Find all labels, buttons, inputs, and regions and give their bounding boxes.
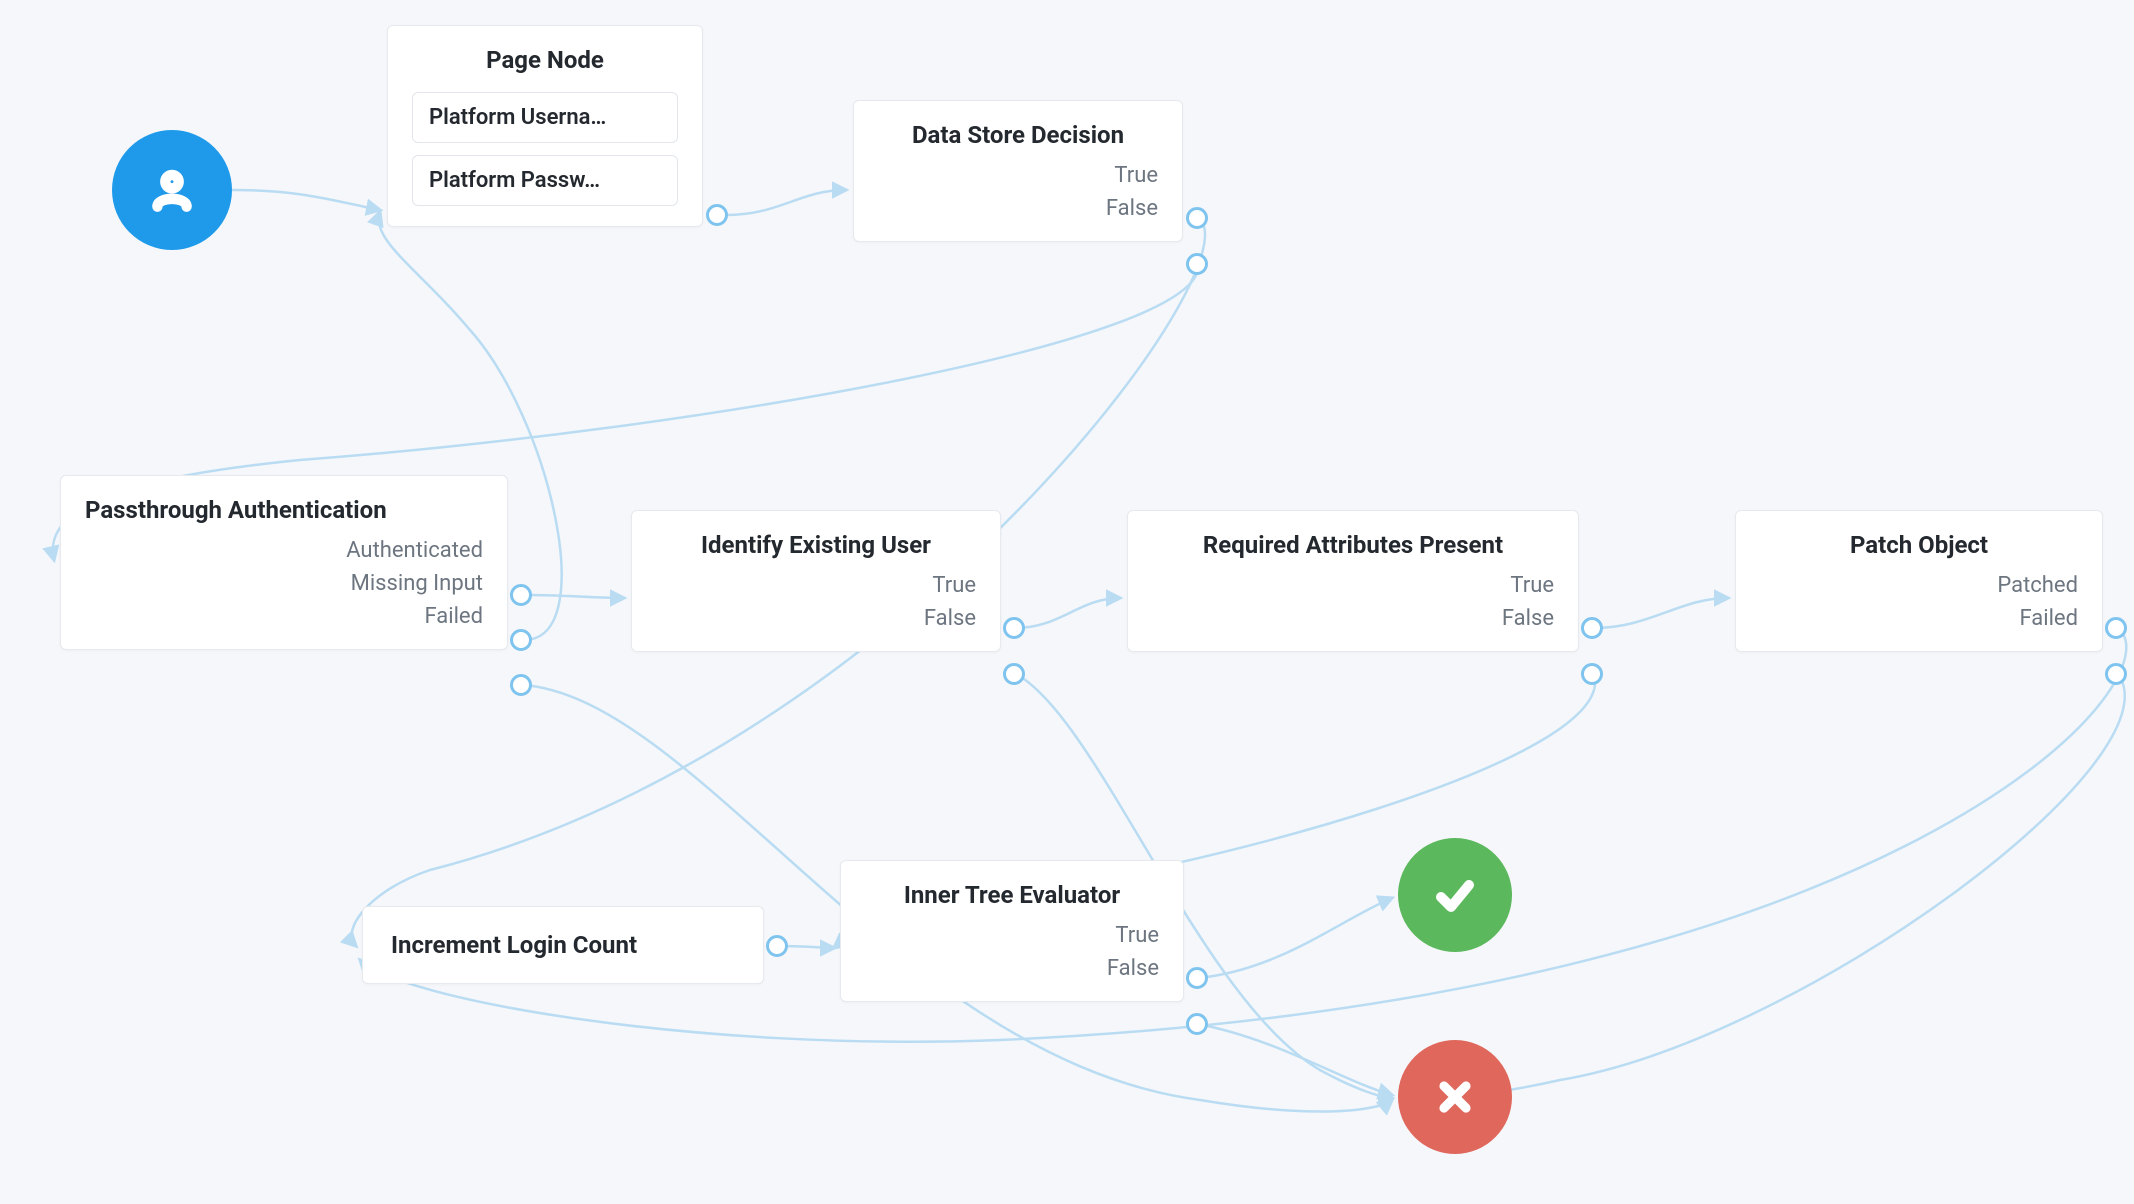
node-inner[interactable]: Inner Tree Evaluator True False bbox=[840, 860, 1184, 1002]
output-true: True bbox=[1115, 923, 1159, 948]
node-increment[interactable]: Increment Login Count bbox=[362, 906, 764, 984]
port-out[interactable] bbox=[510, 674, 532, 696]
node-title: Patch Object bbox=[1760, 531, 2078, 559]
start-node[interactable] bbox=[112, 130, 232, 250]
output-false: False bbox=[1502, 606, 1554, 631]
output-authenticated: Authenticated bbox=[346, 538, 483, 563]
node-page[interactable]: Page Node Platform Userna… Platform Pass… bbox=[387, 25, 703, 227]
node-title: Data Store Decision bbox=[878, 121, 1158, 149]
success-node[interactable] bbox=[1398, 838, 1512, 952]
output-false: False bbox=[924, 606, 976, 631]
node-patch[interactable]: Patch Object Patched Failed bbox=[1735, 510, 2103, 652]
fail-node[interactable] bbox=[1398, 1040, 1512, 1154]
check-icon bbox=[1431, 871, 1479, 919]
port-out[interactable] bbox=[510, 629, 532, 651]
output-false: False bbox=[1107, 956, 1159, 981]
port-out[interactable] bbox=[2105, 617, 2127, 639]
output-missing-input: Missing Input bbox=[351, 571, 483, 596]
output-true: True bbox=[1114, 163, 1158, 188]
node-title: Inner Tree Evaluator bbox=[865, 881, 1159, 909]
node-title: Required Attributes Present bbox=[1152, 531, 1554, 559]
port-out[interactable] bbox=[2105, 663, 2127, 685]
node-title: Passthrough Authentication bbox=[85, 496, 483, 524]
output-patched: Patched bbox=[1997, 573, 2078, 598]
port-out[interactable] bbox=[766, 935, 788, 957]
node-passthrough[interactable]: Passthrough Authentication Authenticated… bbox=[60, 475, 508, 650]
output-false: False bbox=[1106, 196, 1158, 221]
node-title: Increment Login Count bbox=[391, 931, 735, 959]
output-failed: Failed bbox=[424, 604, 483, 629]
output-true: True bbox=[932, 573, 976, 598]
flowchart-canvas: Page Node Platform Userna… Platform Pass… bbox=[0, 0, 2134, 1204]
node-required[interactable]: Required Attributes Present True False bbox=[1127, 510, 1579, 652]
x-icon bbox=[1433, 1075, 1477, 1119]
sub-item-password[interactable]: Platform Passw… bbox=[412, 155, 678, 206]
node-datastore[interactable]: Data Store Decision True False bbox=[853, 100, 1183, 242]
sub-item-username[interactable]: Platform Userna… bbox=[412, 92, 678, 143]
port-out[interactable] bbox=[1581, 617, 1603, 639]
port-out[interactable] bbox=[1581, 663, 1603, 685]
node-identify[interactable]: Identify Existing User True False bbox=[631, 510, 1001, 652]
port-out[interactable] bbox=[706, 204, 728, 226]
port-out[interactable] bbox=[1003, 617, 1025, 639]
port-out[interactable] bbox=[1186, 253, 1208, 275]
port-out[interactable] bbox=[1186, 967, 1208, 989]
node-title: Identify Existing User bbox=[656, 531, 976, 559]
port-out[interactable] bbox=[1186, 1013, 1208, 1035]
port-out[interactable] bbox=[1186, 207, 1208, 229]
output-failed: Failed bbox=[2019, 606, 2078, 631]
person-icon bbox=[147, 165, 197, 215]
port-out[interactable] bbox=[1003, 663, 1025, 685]
node-title: Page Node bbox=[412, 46, 678, 74]
output-true: True bbox=[1510, 573, 1554, 598]
port-out[interactable] bbox=[510, 584, 532, 606]
